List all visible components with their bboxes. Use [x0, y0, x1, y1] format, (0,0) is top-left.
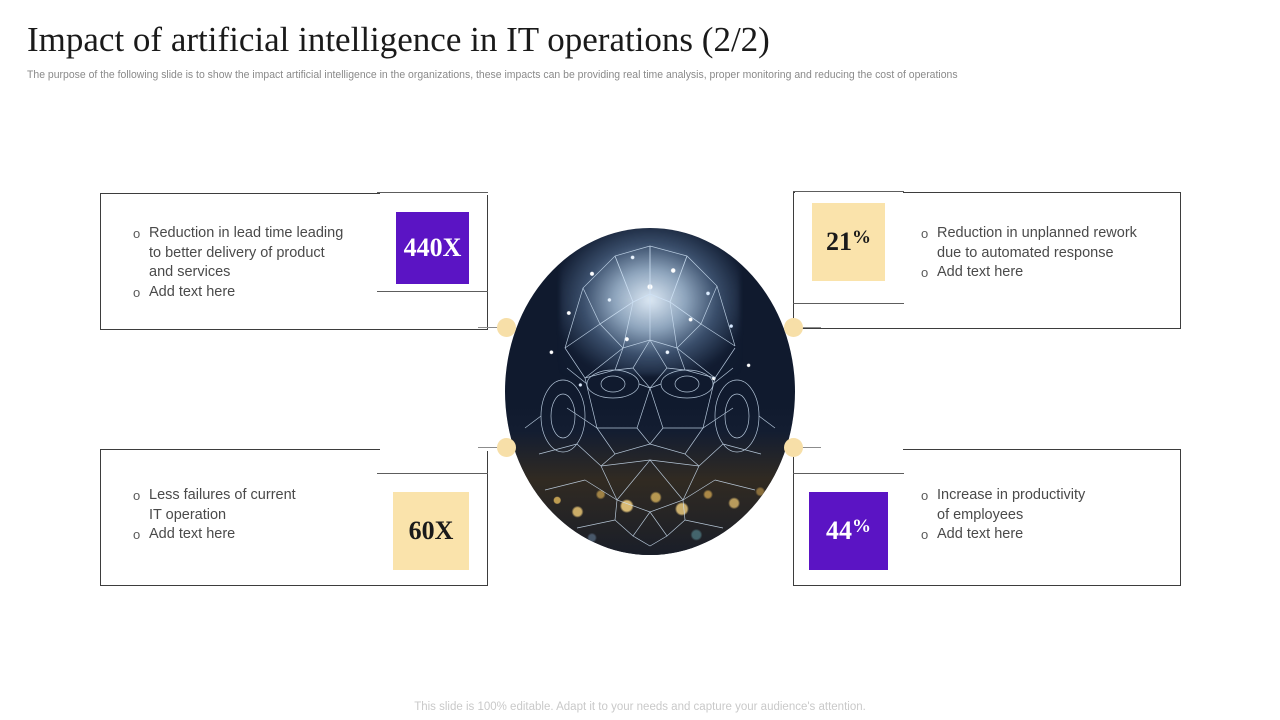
ai-wireframe-head-image — [505, 228, 795, 555]
card-bottom-right-border-gap — [795, 447, 903, 451]
list-item: o Reduction in lead time leading to bett… — [133, 224, 373, 283]
connector-dot-bottom-right — [784, 438, 803, 457]
bullet-list-bottom-left: o Less failures of current IT operation … — [133, 486, 368, 545]
list-item: o Add text here — [133, 283, 373, 303]
stat-tile-bottom-right: 44% — [809, 492, 888, 570]
list-item: o Add text here — [133, 525, 368, 545]
stat-value-bottom-right: 44 — [826, 516, 852, 545]
card-top-left-rule-bottom — [377, 291, 488, 292]
list-item: o Add text here — [921, 525, 1171, 545]
list-item: o Add text here — [921, 263, 1173, 283]
bullet-text: Reduction in unplanned rework due to aut… — [937, 225, 1137, 261]
stat-value-bottom-left: 60 — [408, 516, 435, 545]
connector-line-top-right — [791, 327, 821, 328]
list-item: o Increase in productivity of employees — [921, 486, 1171, 525]
stat-unit-bottom-left: X — [434, 516, 454, 545]
bullet-marker-icon: o — [921, 265, 929, 280]
connector-dot-bottom-left — [497, 438, 516, 457]
bullet-marker-icon: o — [921, 488, 929, 503]
bullet-marker-icon: o — [133, 527, 141, 542]
bullet-list-top-left: o Reduction in lead time leading to bett… — [133, 224, 373, 302]
center-image-wrapper — [497, 228, 803, 555]
card-top-left-border-gap — [380, 191, 488, 195]
bullet-list-top-right: o Reduction in unplanned rework due to a… — [921, 224, 1173, 283]
bullet-marker-icon: o — [133, 488, 141, 503]
connector-line-bottom-right — [791, 447, 821, 448]
bullet-text: Add text here — [937, 264, 1024, 280]
page-subtitle: The purpose of the following slide is to… — [27, 69, 958, 81]
card-top-right-border-gap — [795, 190, 903, 194]
card-top-right-rule-top — [793, 191, 904, 192]
card-top-left[interactable] — [100, 193, 488, 330]
page-title: Impact of artificial intelligence in IT … — [27, 20, 770, 59]
bullet-text: Add text here — [937, 526, 1024, 542]
stat-value-top-right: 21 — [826, 227, 852, 256]
card-bottom-left[interactable] — [100, 449, 488, 586]
stat-tile-bottom-left: 60 X — [393, 492, 469, 570]
bullet-marker-icon: o — [921, 527, 929, 542]
footer-note: This slide is 100% editable. Adapt it to… — [414, 701, 866, 713]
card-bottom-right-rule-top — [793, 473, 904, 474]
bullet-text: Reduction in lead time leading to better… — [149, 225, 344, 280]
list-item: o Less failures of current IT operation — [133, 486, 368, 525]
connector-dot-top-right — [784, 318, 803, 337]
bullet-marker-icon: o — [133, 284, 141, 300]
stat-value-top-left: 440 — [403, 233, 443, 262]
card-top-left-rule-top — [377, 192, 488, 193]
bullet-text: Increase in productivity of employees — [937, 487, 1086, 523]
connector-line-top-left — [478, 327, 508, 328]
bullet-list-bottom-right: o Increase in productivity of employees … — [921, 486, 1171, 545]
connector-dot-top-left — [497, 318, 516, 337]
connector-line-bottom-left — [478, 447, 508, 448]
card-top-right-rule-bottom — [793, 303, 904, 304]
bullet-text: Less failures of current IT operation — [149, 487, 296, 523]
card-bottom-left-rule-top — [377, 473, 488, 474]
stat-tile-top-left: 440 X — [396, 212, 469, 284]
card-bottom-left-border-gap — [380, 447, 488, 451]
wireframe-mesh-icon — [524, 245, 776, 547]
bullet-marker-icon: o — [921, 226, 929, 241]
bullet-text: Add text here — [149, 526, 236, 542]
stat-tile-top-right: 21% — [812, 203, 885, 281]
bullet-text: Add text here — [149, 283, 236, 300]
bullet-marker-icon: o — [133, 226, 141, 241]
list-item: o Reduction in unplanned rework due to a… — [921, 224, 1173, 263]
stat-unit-top-left: X — [442, 233, 462, 262]
